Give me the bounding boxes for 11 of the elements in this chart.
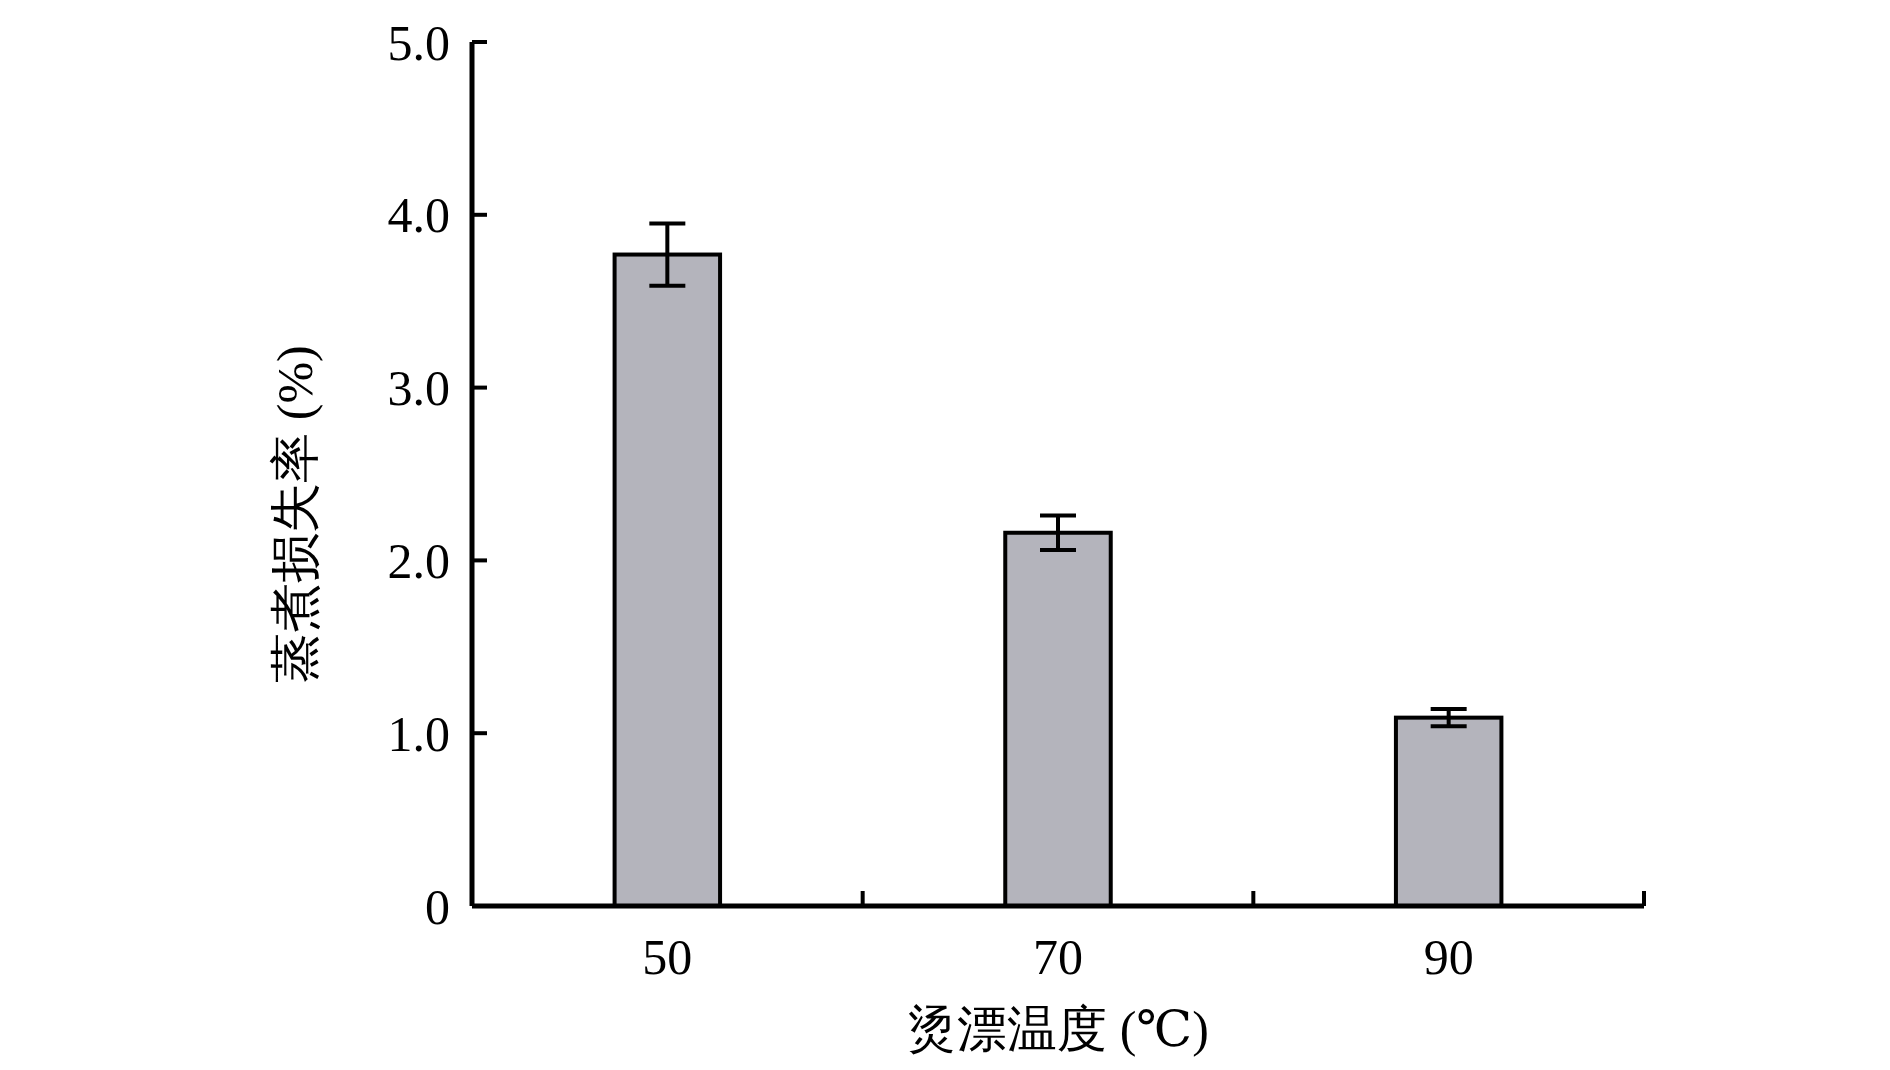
- x-tick-label: 70: [1033, 929, 1083, 985]
- y-tick-label: 2.0: [387, 532, 450, 589]
- y-tick-label: 3.0: [387, 360, 450, 417]
- y-tick-label: 5.0: [387, 14, 450, 71]
- y-tick-label: 0: [425, 878, 450, 935]
- y-tick-label: 1.0: [387, 705, 450, 762]
- x-axis-title: 烫漂温度 (℃): [907, 1001, 1209, 1057]
- y-tick-label: 4.0: [387, 187, 450, 244]
- y-axis-title: 蒸煮损失率 (%): [267, 345, 323, 683]
- x-tick-label: 90: [1423, 929, 1474, 985]
- x-tick-label: 50: [642, 929, 693, 985]
